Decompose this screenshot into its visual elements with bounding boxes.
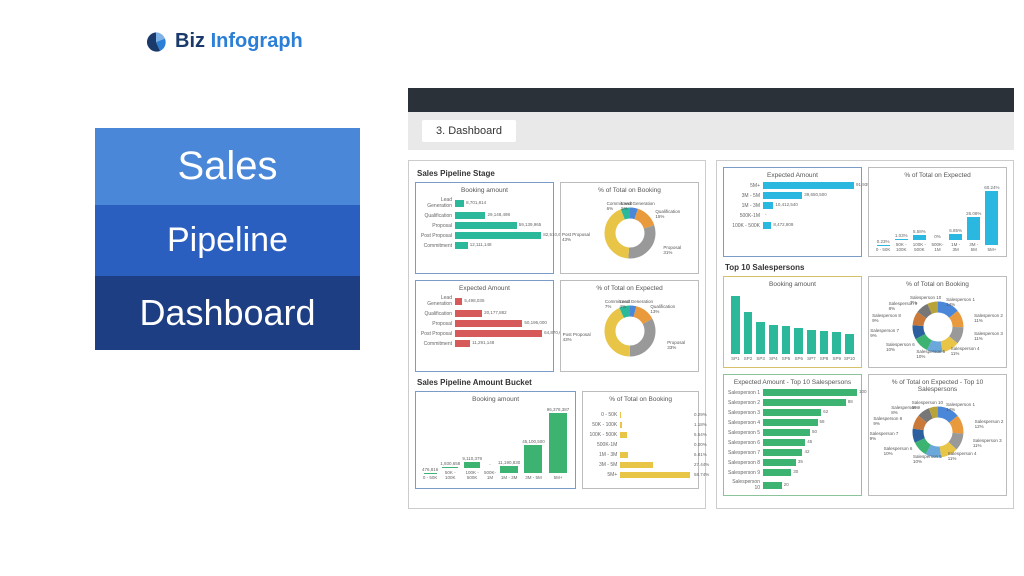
section-amount-bucket: Sales Pipeline Amount Bucket: [417, 378, 699, 387]
section-top-salespersons: Top 10 Salespersons: [725, 263, 1007, 272]
brand-logo: Biz Infograph: [145, 30, 303, 53]
chart-sales-booking: Booking amountSP1SP2SP3SP4SP5SP6SP7SP8SP…: [723, 276, 862, 368]
chart-sales-expected: Expected Amount - Top 10 SalespersonsSal…: [723, 374, 862, 496]
chart-expected-donut: % of Total on ExpectedLead Generation4%Q…: [560, 280, 699, 372]
right-panel: Expected Amount5M+91,939,1073M - 5M39,65…: [716, 160, 1014, 509]
title-pipeline: Pipeline: [95, 205, 360, 276]
title-sales: Sales: [95, 128, 360, 205]
chart-sales-donut2: % of Total on Expected - Top 10 Salesper…: [868, 374, 1007, 496]
chart-expected-cyan: Expected Amount5M+91,939,1073M - 5M39,65…: [723, 167, 862, 257]
tab-row: 3. Dashboard: [408, 112, 1014, 150]
header-bar: [408, 88, 1014, 112]
tab-dashboard[interactable]: 3. Dashboard: [422, 120, 516, 142]
chart-sales-donut1: % of Total on BookingSalesperson 114%Sal…: [868, 276, 1007, 368]
chart-expected-hbar: Expected AmountLead Generation5,498,035Q…: [415, 280, 554, 372]
chart-booking-donut: % of Total on BookingLead Generation5%Qu…: [560, 182, 699, 274]
dashboard-panel: 3. Dashboard Sales Pipeline Stage Bookin…: [408, 88, 1014, 566]
chart-expected-pct-vbar: % of Total on Expected0.23%0 - 50K1.03%5…: [868, 167, 1007, 257]
chart-bucket-vbar: Booking amount476,8160 - 50K1,930,65850K…: [415, 391, 576, 489]
left-panel: Sales Pipeline Stage Booking amountLead …: [408, 160, 706, 509]
title-stack: Sales Pipeline Dashboard: [95, 128, 360, 350]
chart-booking-hbar: Booking amountLead Generation8,701,814Qu…: [415, 182, 554, 274]
brand-text: Biz Infograph: [175, 30, 303, 53]
section-pipeline-stage: Sales Pipeline Stage: [417, 169, 699, 178]
pie-icon: [145, 31, 167, 53]
title-dashboard: Dashboard: [95, 276, 360, 350]
chart-bucket-pct: % of Total on Booking0 - 50K0.29%50K - 1…: [582, 391, 699, 489]
